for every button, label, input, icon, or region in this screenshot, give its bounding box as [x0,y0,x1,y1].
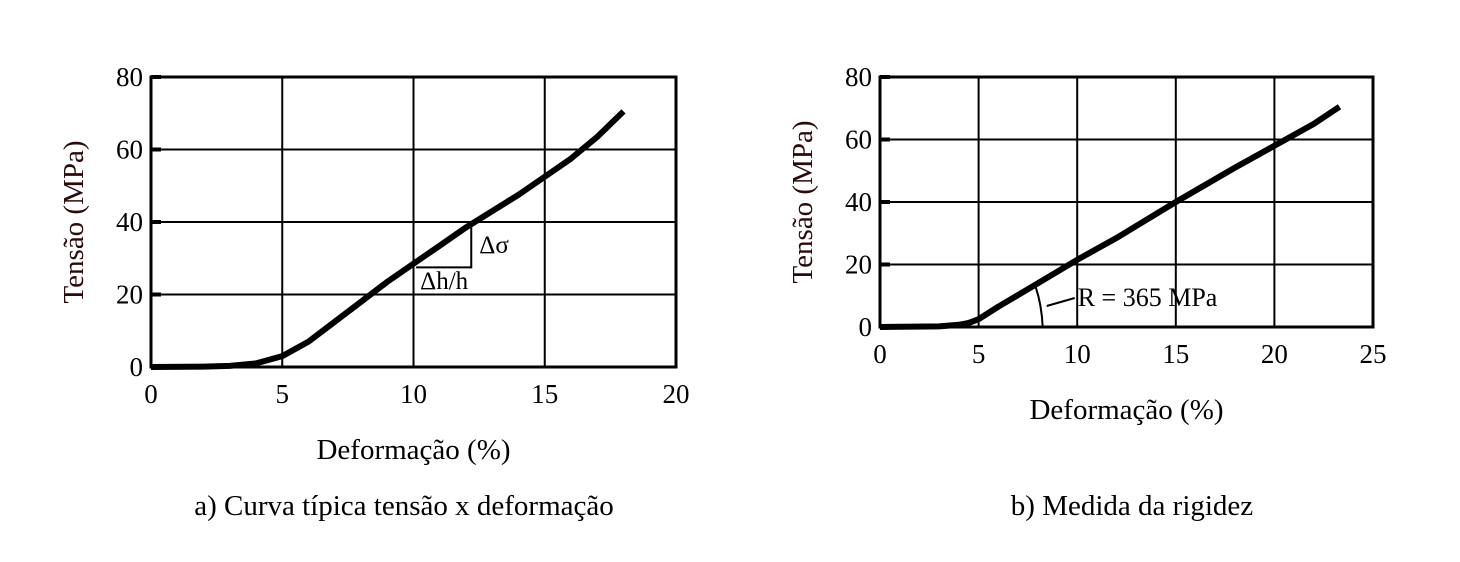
x-axis-label: Deformação (%) [1029,394,1223,426]
x-tick-label: 20 [663,379,690,409]
delta-sigma-label: Δσ [479,232,509,259]
y-tick-label: 80 [845,62,872,92]
x-tick-label: 0 [873,339,887,369]
y-axis-label: Tensão (MPa) [58,140,90,303]
y-tick-label: 20 [845,250,872,280]
y-tick-label: 40 [845,187,872,217]
x-tick-label: 5 [972,339,986,369]
caption-b: b) Medida da rigidez [1011,490,1254,522]
x-tick-label: 25 [1360,339,1387,369]
chart-a: 0 5 10 15 20 0 20 40 60 80 Deformação (%) Tensão (M… [58,62,690,522]
y-tick-label: 60 [845,125,872,155]
caption-a: a) Curva típica tensão x deformação [194,490,614,522]
angle-arc [1034,286,1044,328]
series-line-curva [879,104,1342,330]
leader-line [1046,297,1075,307]
chart-b: 0 5 10 15 20 25 0 20 40 60 80 Deformação (%) Tensão … [787,62,1387,522]
plot-frame [878,75,1375,329]
x-tick-label: 10 [400,379,427,409]
plot-frame [149,75,678,369]
y-tick-label: 60 [116,135,143,165]
x-tick-label: 15 [1162,339,1189,369]
delta-h-label: Δh/h [420,268,469,295]
modulus-label: R = 365 MPa [1078,283,1218,312]
slope-triangle [416,223,473,269]
x-tick-label: 10 [1064,339,1091,369]
x-axis-label: Deformação (%) [316,434,510,466]
series-line-curva [150,109,626,370]
y-tick-label: 20 [116,280,143,310]
y-tick-label: 80 [116,62,143,92]
y-axis-label: Tensão (MPa) [787,120,819,283]
x-tick-label: 5 [276,379,290,409]
y-tick-label: 0 [859,312,873,342]
y-tick-label: 0 [130,352,144,382]
y-tick-label: 40 [116,207,143,237]
x-tick-label: 20 [1261,339,1288,369]
x-tick-label: 0 [144,379,158,409]
x-tick-label: 15 [531,379,558,409]
